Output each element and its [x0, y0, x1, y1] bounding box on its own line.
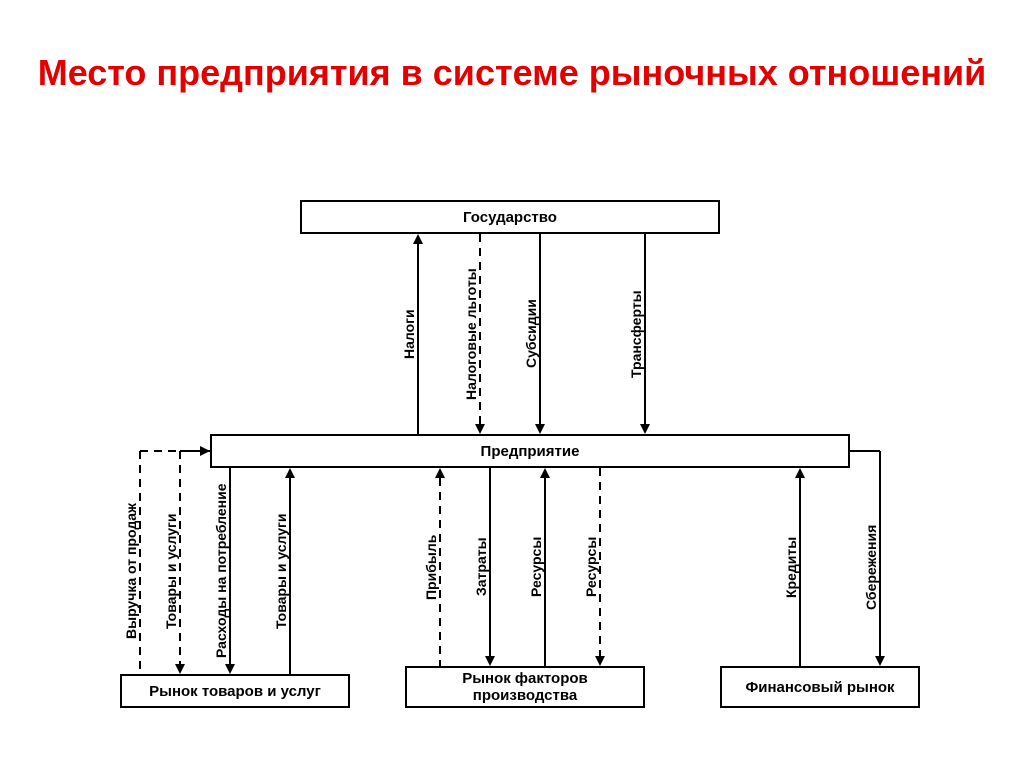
- edge-label: Налоговые льготы: [464, 244, 479, 424]
- edge-label: Расходы на потребление: [214, 474, 229, 668]
- edge-label: Прибыль: [424, 474, 439, 660]
- box-enterprise: Предприятие: [210, 434, 850, 468]
- edge-label: Кредиты: [784, 474, 799, 660]
- edge-label: Ресурсы: [529, 474, 544, 660]
- edge-label: Товары и услуги: [274, 474, 289, 668]
- edge-label: Сбережения: [864, 474, 879, 660]
- edge-label: Налоги: [402, 244, 417, 424]
- edge-label: Выручка от продаж: [124, 474, 139, 668]
- box-market-gs: Рынок товаров и услуг: [120, 674, 350, 708]
- edge-label: Трансферты: [629, 244, 644, 424]
- edge-label: Затраты: [474, 474, 489, 660]
- box-market-fp: Рынок факторов производства: [405, 666, 645, 708]
- box-market-fin: Финансовый рынок: [720, 666, 920, 708]
- page-title: Место предприятия в системе рыночных отн…: [0, 50, 1024, 95]
- box-state: Государство: [300, 200, 720, 234]
- edge-label: Субсидии: [524, 244, 539, 424]
- edge-label: Товары и услуги: [164, 474, 179, 668]
- edge-label: Ресурсы: [584, 474, 599, 660]
